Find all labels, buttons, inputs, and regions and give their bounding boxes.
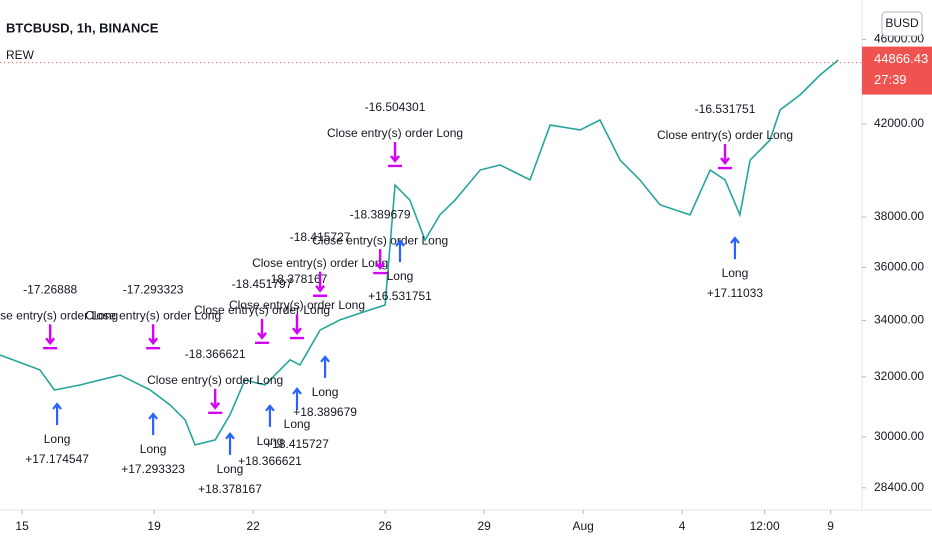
y-tick-label: 42000.00 — [874, 116, 924, 130]
close-profit: -18.366621 — [185, 347, 246, 361]
currency-label[interactable]: BUSD — [885, 16, 919, 30]
long-arrow — [52, 402, 62, 426]
long-label: Long — [387, 269, 414, 283]
x-tick-label: 4 — [679, 519, 686, 533]
study-name: REW — [6, 48, 35, 62]
long-arrow — [148, 412, 158, 435]
close-arrow — [290, 314, 305, 340]
long-profit: +18.378167 — [198, 482, 262, 496]
close-profit: -18.378167 — [267, 272, 328, 286]
x-tick-label: 12:00 — [750, 519, 780, 533]
close-label: Close entry(s) order Long — [252, 256, 388, 270]
close-profit: -18.451797 — [232, 277, 293, 291]
long-profit: +18.415727 — [265, 437, 329, 451]
close-profit: -16.531751 — [695, 102, 756, 116]
close-label: Close entry(s) order Long — [194, 303, 330, 317]
last-price-label: 44866.43 — [874, 51, 928, 66]
close-label: Close entry(s) order Long — [327, 126, 463, 140]
y-tick-label: 28400.00 — [874, 480, 924, 494]
x-tick-label: 29 — [477, 519, 491, 533]
long-arrow — [292, 387, 302, 410]
close-label: Close entry(s) order Long — [657, 128, 793, 142]
plot-area — [0, 59, 839, 446]
long-label: Long — [284, 417, 311, 431]
close-label: Close entry(s) order Long — [0, 308, 118, 322]
long-profit: +18.366621 — [238, 454, 302, 468]
currency-button[interactable] — [881, 11, 923, 37]
y-tick-label: 36000.00 — [874, 259, 924, 273]
close-profit: -18.415727 — [290, 230, 351, 244]
close-label: Close entry(s) order Long — [85, 308, 221, 322]
symbol-title: BTCBUSD, 1h, BINANCE — [6, 20, 159, 35]
long-profit: +16.531751 — [368, 289, 432, 303]
long-label: Long — [217, 462, 244, 476]
long-arrow — [730, 236, 740, 260]
close-arrow — [718, 144, 733, 170]
x-tick-label: Aug — [572, 519, 593, 533]
close-arrow — [208, 388, 223, 414]
long-profit: +17.11033 — [707, 286, 763, 300]
y-tick-label: 32000.00 — [874, 369, 924, 383]
price-line — [0, 59, 839, 446]
close-profit: -17.293323 — [123, 282, 184, 296]
x-tick-label: 15 — [15, 519, 29, 533]
x-tick-label: 22 — [246, 519, 260, 533]
long-arrow — [320, 355, 330, 378]
close-arrow — [255, 318, 270, 345]
long-arrow — [265, 404, 275, 427]
close-profit: -17.26888 — [23, 282, 77, 296]
long-arrow — [395, 239, 405, 263]
y-tick-label: 38000.00 — [874, 209, 924, 223]
long-profit: +17.293323 — [121, 462, 185, 476]
long-label: Long — [44, 432, 71, 446]
long-profit: +18.389679 — [293, 405, 357, 419]
long-label: Long — [722, 266, 749, 280]
close-arrow — [43, 324, 58, 350]
close-arrow — [146, 324, 161, 350]
close-label: Close entry(s) order Long — [229, 298, 365, 312]
long-label: Long — [140, 442, 167, 456]
x-tick-label: 9 — [827, 519, 834, 533]
close-profit: -18.389679 — [350, 207, 411, 221]
bar-countdown: 27:39 — [874, 72, 907, 87]
long-label: Long — [312, 385, 339, 399]
long-arrow — [225, 432, 235, 455]
close-arrow — [373, 249, 388, 275]
long-label: Long — [257, 434, 284, 448]
close-profit: -16.504301 — [365, 100, 426, 114]
x-tick-label: 19 — [147, 519, 161, 533]
close-label: Close entry(s) order Long — [147, 373, 283, 387]
x-tick-label: 26 — [378, 519, 392, 533]
y-tick-label: 34000.00 — [874, 313, 924, 327]
last-price-tag — [862, 46, 932, 95]
y-tick-label: 30000.00 — [874, 429, 924, 443]
long-profit: +17.174547 — [25, 452, 89, 466]
close-arrow — [388, 141, 403, 168]
close-arrow — [313, 271, 328, 297]
close-label: Close entry(s) order Long — [312, 233, 448, 247]
